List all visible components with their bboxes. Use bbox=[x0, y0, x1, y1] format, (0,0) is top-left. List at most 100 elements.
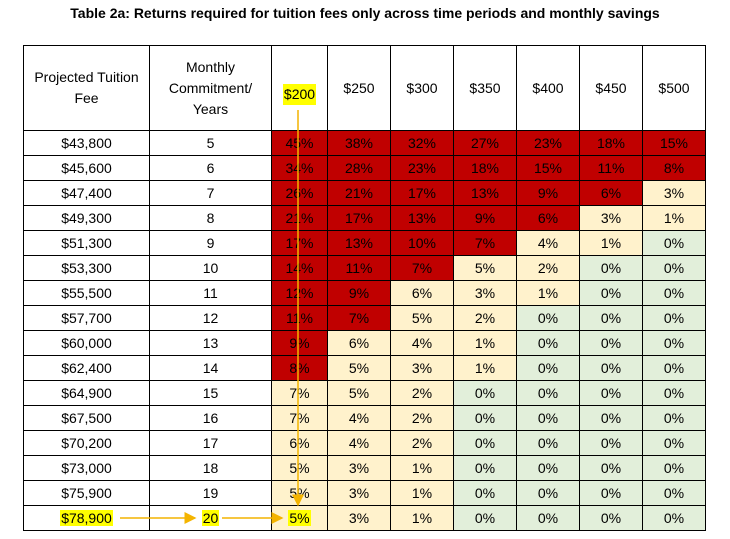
return-cell: 0% bbox=[642, 255, 706, 281]
return-cell: 27% bbox=[453, 130, 517, 156]
return-cell: 5% bbox=[453, 255, 517, 281]
return-cell: 0% bbox=[642, 505, 706, 531]
years-cell: 9 bbox=[149, 230, 272, 256]
return-cell: 1% bbox=[390, 505, 454, 531]
return-cell: 0% bbox=[642, 330, 706, 356]
return-cell: 11% bbox=[327, 255, 391, 281]
return-cell: 0% bbox=[516, 430, 580, 456]
return-cell: 11% bbox=[579, 155, 643, 181]
return-cell: 7% bbox=[453, 230, 517, 256]
return-cell: 0% bbox=[516, 305, 580, 331]
return-cell: 0% bbox=[642, 430, 706, 456]
table-row: $78,900 20 5% 3% 1% 0% 0% 0% 0% bbox=[23, 505, 706, 531]
return-cell: 1% bbox=[390, 480, 454, 506]
header-projected-tuition-fee: Projected Tuition Fee bbox=[23, 45, 150, 131]
header-col-200-label: $200 bbox=[282, 84, 317, 105]
header-col-250: $250 bbox=[327, 45, 391, 131]
fee-cell: $53,300 bbox=[23, 255, 150, 281]
return-cell: 3% bbox=[453, 280, 517, 306]
return-cell: 3% bbox=[642, 180, 706, 206]
return-cell: 1% bbox=[453, 330, 517, 356]
years-cell: 14 bbox=[149, 355, 272, 381]
return-cell: 0% bbox=[579, 330, 643, 356]
return-cell-highlight: 5% bbox=[288, 510, 311, 526]
return-cell: 2% bbox=[453, 305, 517, 331]
return-cell: 23% bbox=[516, 130, 580, 156]
table-row: $62,400 14 8% 5% 3% 1% 0% 0% 0% bbox=[23, 355, 706, 381]
years-cell: 6 bbox=[149, 155, 272, 181]
return-cell: 2% bbox=[516, 255, 580, 281]
return-cell: 5% bbox=[271, 505, 328, 531]
return-cell: 0% bbox=[453, 405, 517, 431]
return-cell: 3% bbox=[327, 505, 391, 531]
table-row: $70,200 17 6% 4% 2% 0% 0% 0% 0% bbox=[23, 430, 706, 456]
years-cell: 12 bbox=[149, 305, 272, 331]
return-cell: 0% bbox=[579, 280, 643, 306]
header-col-300: $300 bbox=[390, 45, 454, 131]
table-row: $67,500 16 7% 4% 2% 0% 0% 0% 0% bbox=[23, 405, 706, 431]
return-cell: 0% bbox=[516, 405, 580, 431]
years-cell: 10 bbox=[149, 255, 272, 281]
return-cell: 4% bbox=[327, 430, 391, 456]
header-col-400: $400 bbox=[516, 45, 580, 131]
return-cell: 21% bbox=[327, 180, 391, 206]
fee-cell: $67,500 bbox=[23, 405, 150, 431]
return-cell: 6% bbox=[390, 280, 454, 306]
return-cell: 0% bbox=[579, 255, 643, 281]
return-cell: 13% bbox=[390, 205, 454, 231]
fee-cell: $78,900 bbox=[23, 505, 150, 531]
return-cell: 8% bbox=[642, 155, 706, 181]
return-cell: 45% bbox=[271, 130, 328, 156]
return-cell: 0% bbox=[453, 380, 517, 406]
return-cell: 26% bbox=[271, 180, 328, 206]
return-cell: 17% bbox=[271, 230, 328, 256]
fee-cell: $55,500 bbox=[23, 280, 150, 306]
return-cell: 0% bbox=[642, 230, 706, 256]
fee-cell: $73,000 bbox=[23, 455, 150, 481]
return-cell: 0% bbox=[516, 380, 580, 406]
return-cell: 2% bbox=[390, 405, 454, 431]
fee-cell: $60,000 bbox=[23, 330, 150, 356]
return-cell: 0% bbox=[453, 455, 517, 481]
years-cell: 8 bbox=[149, 205, 272, 231]
return-cell: 3% bbox=[390, 355, 454, 381]
return-cell: 2% bbox=[390, 430, 454, 456]
header-col-450: $450 bbox=[579, 45, 643, 131]
return-cell: 0% bbox=[516, 330, 580, 356]
years-cell-highlight: 20 bbox=[201, 510, 220, 526]
fee-cell: $43,800 bbox=[23, 130, 150, 156]
return-cell: 8% bbox=[271, 355, 328, 381]
return-cell: 15% bbox=[516, 155, 580, 181]
table-row: $45,600 6 34% 28% 23% 18% 15% 11% 8% bbox=[23, 155, 706, 181]
table-row: $51,300 9 17% 13% 10% 7% 4% 1% 0% bbox=[23, 230, 706, 256]
header-col-350: $350 bbox=[453, 45, 517, 131]
return-cell: 3% bbox=[327, 455, 391, 481]
fee-cell: $62,400 bbox=[23, 355, 150, 381]
return-cell: 0% bbox=[579, 355, 643, 381]
return-cell: 3% bbox=[327, 480, 391, 506]
return-cell: 0% bbox=[579, 455, 643, 481]
table-row: $60,000 13 9% 6% 4% 1% 0% 0% 0% bbox=[23, 330, 706, 356]
return-cell: 15% bbox=[642, 130, 706, 156]
table-row: $43,800 5 45% 38% 32% 27% 23% 18% 15% bbox=[23, 130, 706, 156]
table-row: $55,500 11 12% 9% 6% 3% 1% 0% 0% bbox=[23, 280, 706, 306]
header-monthly-commitment-years: Monthly Commitment/ Years bbox=[149, 45, 272, 131]
return-cell: 18% bbox=[453, 155, 517, 181]
return-cell: 4% bbox=[516, 230, 580, 256]
fee-cell: $51,300 bbox=[23, 230, 150, 256]
return-cell: 3% bbox=[579, 205, 643, 231]
return-cell: 7% bbox=[271, 405, 328, 431]
years-cell: 7 bbox=[149, 180, 272, 206]
return-cell: 32% bbox=[390, 130, 454, 156]
return-cell: 0% bbox=[579, 480, 643, 506]
return-cell: 7% bbox=[327, 305, 391, 331]
return-cell: 17% bbox=[327, 205, 391, 231]
return-cell: 28% bbox=[327, 155, 391, 181]
return-cell: 5% bbox=[327, 355, 391, 381]
return-cell: 21% bbox=[271, 205, 328, 231]
return-cell: 17% bbox=[390, 180, 454, 206]
return-cell: 0% bbox=[642, 480, 706, 506]
return-cell: 9% bbox=[327, 280, 391, 306]
return-cell: 0% bbox=[453, 480, 517, 506]
return-cell: 5% bbox=[327, 380, 391, 406]
